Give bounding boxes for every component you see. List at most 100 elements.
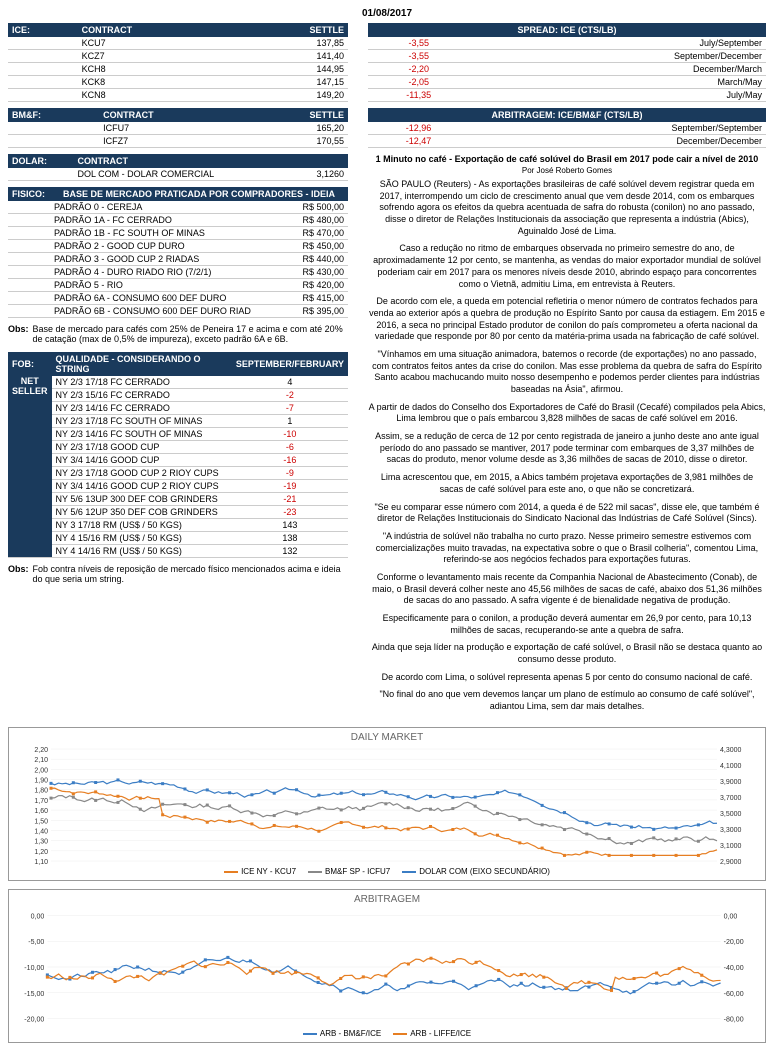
fob-item: NY 2/3 14/16 FC CERRADO: [52, 402, 232, 415]
arb-val: -12,96: [368, 122, 469, 135]
fisico-obs: Obs: Base de mercado para cafés com 25% …: [8, 324, 348, 344]
fob-item: NY 3/4 14/16 GOOD CUP 2 RIOY CUPS: [52, 480, 232, 493]
svg-text:0,00: 0,00: [724, 913, 738, 920]
ice-table: ICE:CONTRACTSETTLE KCU7137,85KCZ7141,40K…: [8, 23, 348, 102]
fob-item: NY 2/3 17/18 FC SOUTH OF MINAS: [52, 415, 232, 428]
fisico-item: PADRÃO 0 - CEREJA: [50, 201, 290, 214]
fob-obs-text: Fob contra níveis de reposição de mercad…: [33, 564, 348, 584]
fob-label: FOB:: [8, 352, 52, 376]
fob-item: NY 2/3 17/18 GOOD CUP: [52, 441, 232, 454]
fisico-price: R$ 450,00: [290, 240, 348, 253]
spread-title: SPREAD: ICE (CTS/LB): [368, 23, 766, 37]
ice-settle: 149,20: [234, 89, 348, 102]
fisico-title: BASE DE MERCADO PRATICADA POR COMPRADORE…: [50, 187, 348, 201]
fob-val: -10: [232, 428, 348, 441]
svg-text:1,60: 1,60: [34, 808, 48, 815]
bmf-settle: 165,20: [243, 122, 348, 135]
ice-h1: CONTRACT: [78, 23, 235, 37]
svg-text:3,1000: 3,1000: [720, 843, 742, 850]
fob-col2: SEPTEMBER/FEBRUARY: [232, 352, 348, 376]
article-para: De acordo com ele, a queda em potencial …: [368, 296, 766, 343]
chart2-legend: ARB - BM&F/ICEARB - LIFFE/ICE: [13, 1029, 761, 1038]
fisico-item: PADRÃO 4 - DURO RIADO RIO (7/2/1): [50, 266, 290, 279]
bmf-settle: 170,55: [243, 135, 348, 148]
chart2-title: ARBITRAGEM: [13, 894, 761, 905]
fob-item: NY 5/6 12UP 350 DEF COB GRINDERS: [52, 506, 232, 519]
ice-contract: KCZ7: [78, 50, 235, 63]
fob-val: 1: [232, 415, 348, 428]
article-para: Lima acrescentou que, em 2015, a Abics t…: [368, 472, 766, 495]
svg-text:2,20: 2,20: [34, 747, 48, 754]
fisico-item: PADRÃO 6B - CONSUMO 600 DEF DURO RIAD: [50, 305, 290, 318]
svg-text:-10,00: -10,00: [24, 965, 44, 972]
fob-val: -6: [232, 441, 348, 454]
article-para: "A indústria de solúvel não trabalha no …: [368, 531, 766, 566]
net-seller-label: NETSELLER: [8, 376, 52, 558]
ice-contract: KCU7: [78, 37, 235, 50]
chart2-svg: 0,00-5,00-10,00-15,00-20,000,00-20,00-40…: [13, 907, 761, 1027]
fob-item: NY 5/6 13UP 300 DEF COB GRINDERS: [52, 493, 232, 506]
fob-item: NY 3/4 14/16 GOOD CUP: [52, 454, 232, 467]
fob-item: NY 2/3 14/16 FC SOUTH OF MINAS: [52, 428, 232, 441]
bmf-contract: ICFZ7: [99, 135, 243, 148]
fob-val: 138: [232, 532, 348, 545]
ice-h2: SETTLE: [234, 23, 348, 37]
svg-text:-80,00: -80,00: [724, 1016, 744, 1023]
chart1-svg: 2,202,102,001,901,801,701,601,501,401,30…: [13, 745, 761, 865]
article: 1 Minuto no café - Exportação de café so…: [368, 154, 766, 713]
bmf-h2: SETTLE: [243, 108, 348, 122]
svg-text:-20,00: -20,00: [24, 1016, 44, 1023]
legend-item: ARB - LIFFE/ICE: [393, 1029, 471, 1038]
article-para: Assim, se a redução de cerca de 12 por c…: [368, 431, 766, 466]
fisico-price: R$ 395,00: [290, 305, 348, 318]
arb-title: ARBITRAGEM: ICE/BM&F (CTS/LB): [368, 108, 766, 122]
legend-item: ICE NY - KCU7: [224, 867, 296, 876]
spread-val: -3,55: [368, 50, 469, 63]
obs-label: Obs:: [8, 324, 29, 344]
fob-title: QUALIDADE - CONSIDERANDO O STRING: [52, 352, 232, 376]
svg-text:1,70: 1,70: [34, 798, 48, 805]
svg-text:4,1000: 4,1000: [720, 763, 742, 770]
svg-text:0,00: 0,00: [31, 913, 45, 920]
article-para: "Se eu comparar esse número com 2014, a …: [368, 502, 766, 525]
svg-text:1,20: 1,20: [34, 849, 48, 856]
dolar-h1: CONTRACT: [73, 154, 293, 168]
ice-label: ICE:: [8, 23, 78, 37]
fisico-price: R$ 420,00: [290, 279, 348, 292]
svg-text:2,00: 2,00: [34, 767, 48, 774]
svg-text:3,7000: 3,7000: [720, 795, 742, 802]
fisico-price: R$ 440,00: [290, 253, 348, 266]
fob-val: 143: [232, 519, 348, 532]
daily-market-chart: DAILY MARKET 2,202,102,001,901,801,701,6…: [8, 727, 766, 881]
arb-period: December/December: [469, 135, 766, 148]
ice-settle: 147,15: [234, 76, 348, 89]
obs-text: Base de mercado para cafés com 25% de Pe…: [33, 324, 348, 344]
article-para: Conforme o levantamento mais recente da …: [368, 572, 766, 607]
dolar-name: DOL COM - DOLAR COMERCIAL: [73, 168, 293, 181]
svg-text:-40,00: -40,00: [724, 965, 744, 972]
svg-text:-60,00: -60,00: [724, 991, 744, 998]
article-para: Caso a redução no ritmo de embarques obs…: [368, 243, 766, 290]
fob-val: -16: [232, 454, 348, 467]
fisico-item: PADRÃO 2 - GOOD CUP DURO: [50, 240, 290, 253]
fob-val: -7: [232, 402, 348, 415]
spread-period: March/May: [469, 76, 766, 89]
ice-settle: 137,85: [234, 37, 348, 50]
arbitragem-chart: ARBITRAGEM 0,00-5,00-10,00-15,00-20,000,…: [8, 889, 766, 1043]
fob-item: NY 4 14/16 RM (US$ / 50 KGS): [52, 545, 232, 558]
fisico-item: PADRÃO 1B - FC SOUTH OF MINAS: [50, 227, 290, 240]
article-para: A partir de dados do Conselho dos Export…: [368, 402, 766, 425]
bmf-h1: CONTRACT: [99, 108, 243, 122]
fob-val: -9: [232, 467, 348, 480]
legend-item: DOLAR COM (EIXO SECUNDÁRIO): [402, 867, 550, 876]
legend-item: BM&F SP - ICFU7: [308, 867, 390, 876]
fisico-price: R$ 470,00: [290, 227, 348, 240]
fob-item: NY 3 17/18 RM (US$ / 50 KGS): [52, 519, 232, 532]
svg-text:1,50: 1,50: [34, 818, 48, 825]
spread-val: -11,35: [368, 89, 469, 102]
svg-text:1,10: 1,10: [34, 859, 48, 865]
report-date: 01/08/2017: [8, 8, 766, 19]
fisico-price: R$ 500,00: [290, 201, 348, 214]
spread-table: SPREAD: ICE (CTS/LB) -3,55July/September…: [368, 23, 766, 102]
spread-period: July/May: [469, 89, 766, 102]
